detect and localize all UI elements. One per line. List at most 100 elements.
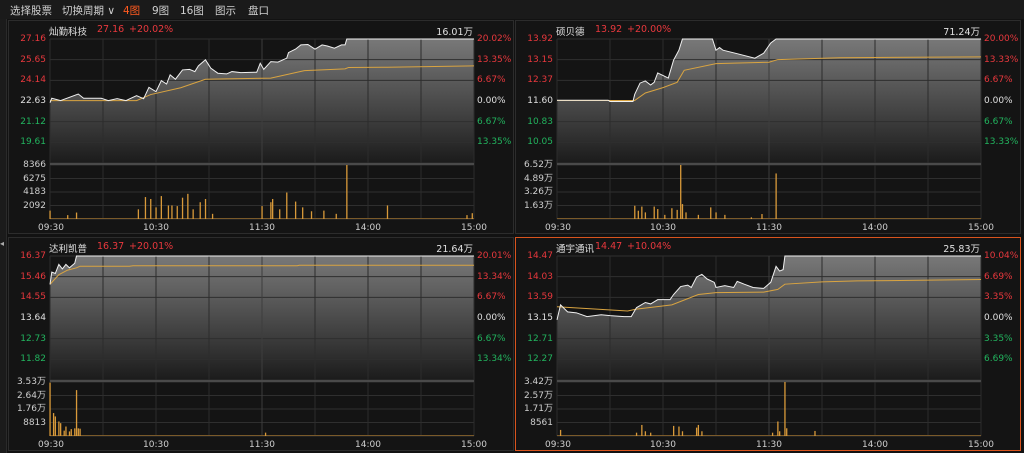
- volume-axis-label: 8561: [530, 417, 553, 428]
- volume-bar: [68, 431, 71, 436]
- percent-axis-label: 20.02%: [477, 34, 512, 44]
- stock-chart-panel[interactable]: 灿勤科技 27.16 +20.02% 16.01万 27.16 20.02% 25.6…: [8, 20, 514, 234]
- volume-bar: [750, 217, 753, 219]
- volume-bar: [814, 430, 816, 436]
- percent-axis-label: 6.67%: [984, 75, 1013, 86]
- volume-bar: [286, 192, 288, 219]
- percent-axis-label: 13.35%: [477, 137, 512, 148]
- order-book-button[interactable]: 盘口: [248, 5, 269, 17]
- price-axis-label: 12.37: [527, 75, 553, 86]
- volume-bar: [60, 423, 62, 436]
- price-axis-label: 21.12: [20, 116, 46, 127]
- collapse-arrow-icon[interactable]: ◂: [0, 239, 5, 248]
- volume-bar: [270, 202, 272, 219]
- stock-name[interactable]: 达利凯普: [49, 244, 88, 255]
- price-axis-label: 13.92: [527, 34, 553, 44]
- volume-bar: [635, 432, 638, 436]
- percent-axis-label: 6.67%: [477, 75, 506, 86]
- intraday-chart[interactable]: [9, 238, 515, 452]
- volume-bar: [657, 209, 659, 219]
- volume-bar: [52, 413, 55, 436]
- percent-axis-label: 6.67%: [477, 292, 506, 303]
- time-axis-label: 11:30: [756, 223, 782, 233]
- stock-name[interactable]: 灿勤科技: [49, 27, 88, 38]
- percent-axis-label: 0.00%: [984, 96, 1013, 106]
- time-axis-label: 09:30: [38, 223, 64, 233]
- volume-bar: [79, 428, 81, 436]
- average-price-line: [556, 278, 982, 312]
- layout-4-button[interactable]: 4图: [123, 5, 141, 17]
- volume-bar: [58, 421, 60, 436]
- price-axis-label: 12.73: [20, 333, 46, 344]
- select-stock-button[interactable]: 选择股票: [10, 5, 52, 17]
- volume-bar: [49, 382, 51, 436]
- volume-bar: [75, 390, 78, 436]
- stock-name[interactable]: 通宇通讯: [556, 244, 595, 255]
- intraday-chart[interactable]: [516, 21, 1022, 235]
- change-percent: +20.02%: [129, 24, 174, 35]
- volume-bar: [150, 198, 152, 219]
- volume-bar: [302, 207, 304, 219]
- price-line: [557, 38, 981, 103]
- price-axis-label: 13.15: [527, 54, 553, 65]
- stock-price: 14.47: [595, 241, 623, 252]
- percent-axis-label: 6.69%: [984, 354, 1013, 365]
- percent-axis-label: 13.35%: [477, 54, 512, 65]
- volume-axis-label: 2.64万: [16, 390, 46, 401]
- volume-bar: [701, 431, 703, 436]
- side-collapse-strip[interactable]: ◂: [0, 19, 7, 453]
- time-axis-label: 10:30: [143, 223, 169, 233]
- layout-16-button[interactable]: 16图: [180, 5, 204, 17]
- time-axis-label: 10:30: [650, 223, 676, 233]
- volume-bar: [681, 431, 684, 436]
- intraday-chart[interactable]: [516, 238, 1022, 452]
- switch-period-dropdown[interactable]: 切换周期 ∨: [62, 5, 116, 17]
- volume-bar: [680, 165, 682, 219]
- volume-axis-label: 3.42万: [523, 377, 553, 387]
- volume-bar: [264, 432, 267, 436]
- intraday-chart[interactable]: [9, 21, 515, 235]
- time-axis-label: 11:30: [249, 440, 275, 450]
- stock-name[interactable]: 硕贝德: [556, 27, 585, 38]
- volume-axis-label: 8813: [23, 417, 46, 428]
- time-axis-label: 10:30: [143, 440, 169, 450]
- stock-chart-panel[interactable]: 达利凯普 16.37 +20.01% 21.64万 16.37 20.01% 15.4…: [8, 237, 514, 451]
- stock-chart-panel[interactable]: 通宇通讯 14.47 +10.04% 25.83万 14.47 10.04% 14.0…: [515, 237, 1021, 451]
- percent-axis-label: 13.33%: [984, 54, 1019, 65]
- volume-bar: [386, 205, 389, 219]
- volume-axis-label: 2.57万: [523, 390, 553, 401]
- price-axis-label: 12.71: [527, 333, 553, 344]
- volume-bar: [54, 416, 56, 436]
- price-axis-label: 14.47: [527, 251, 553, 261]
- legend-button[interactable]: 图示: [215, 5, 236, 17]
- volume-bar: [294, 201, 297, 219]
- price-axis-label: 11.82: [20, 354, 46, 365]
- percent-axis-label: 13.34%: [477, 354, 512, 365]
- price-axis-label: 10.83: [527, 116, 553, 127]
- volume-bar: [650, 432, 652, 436]
- volume-bar: [685, 212, 687, 219]
- stock-price: 16.37: [97, 241, 125, 252]
- time-axis-label: 10:30: [650, 440, 676, 450]
- stock-chart-panel[interactable]: 硕贝德 13.92 +20.00% 71.24万 13.92 20.00% 13.15…: [515, 20, 1021, 234]
- stock-price: 27.16: [97, 24, 125, 35]
- volume-bar: [199, 202, 201, 219]
- volume-axis-label: 6.52万: [523, 160, 553, 170]
- percent-axis-label: 6.67%: [477, 116, 506, 127]
- volume-bar: [634, 205, 636, 219]
- volume-bar: [187, 193, 189, 219]
- time-axis-label: 15:00: [968, 440, 994, 450]
- volume-bar: [641, 206, 643, 219]
- volume-bar: [144, 197, 147, 219]
- volume-bar: [346, 165, 348, 219]
- average-price-line: [50, 65, 475, 102]
- percent-axis-label: 0.00%: [477, 313, 506, 323]
- time-axis-label: 15:00: [461, 223, 487, 233]
- volume-bar: [676, 209, 678, 219]
- volume-bar: [777, 421, 779, 436]
- time-axis-label: 14:00: [355, 440, 381, 450]
- percent-axis-label: 0.00%: [477, 96, 506, 106]
- layout-9-button[interactable]: 9图: [152, 5, 170, 17]
- volume-bar: [155, 207, 157, 219]
- price-axis-label: 15.46: [20, 271, 46, 282]
